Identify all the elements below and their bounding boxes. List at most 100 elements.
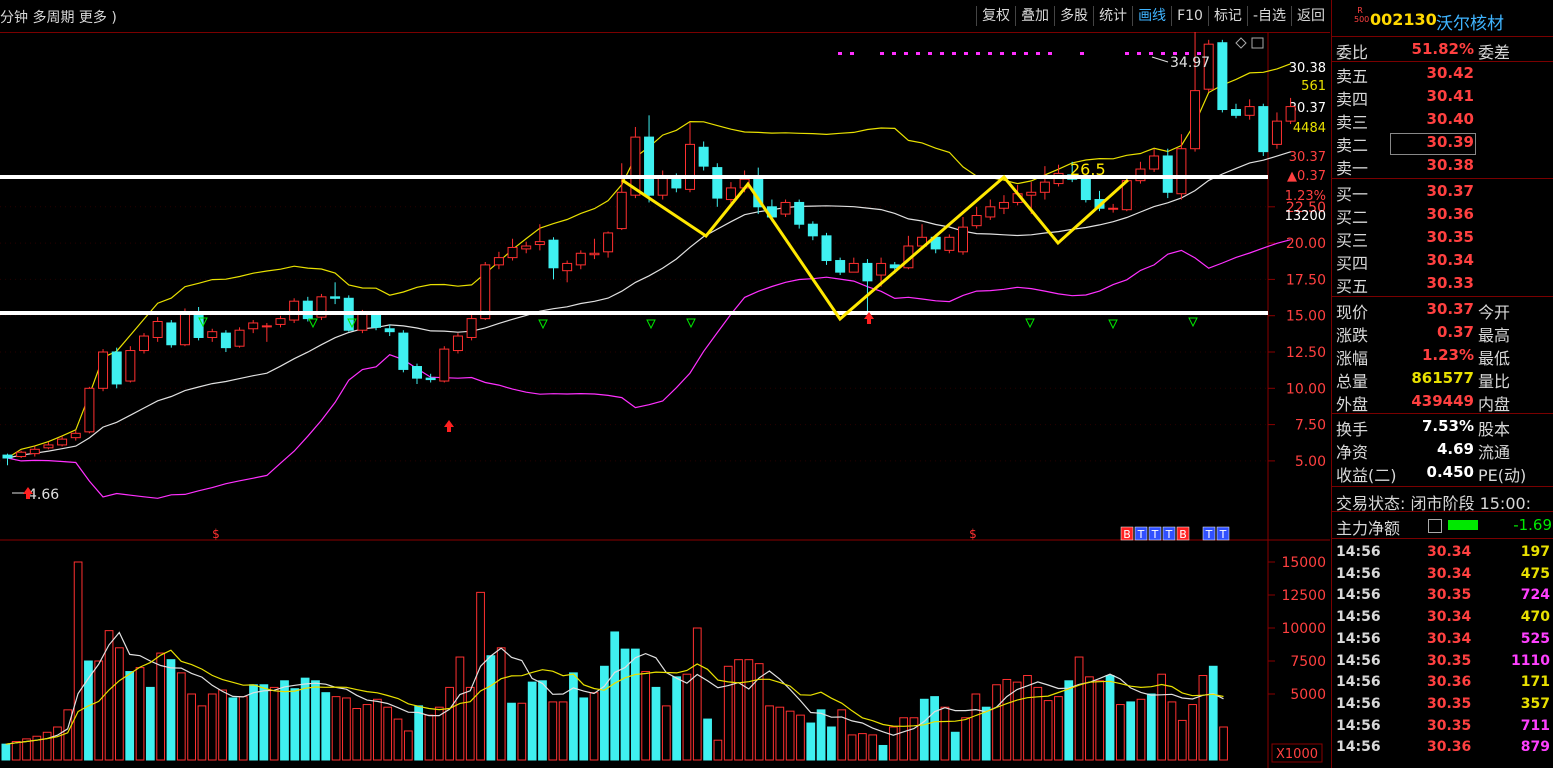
tick-row: 14:56 30.35 357: [1332, 694, 1553, 715]
volume-bar: [455, 656, 465, 761]
volume-bar: [383, 706, 393, 761]
volume-bar: [352, 708, 362, 761]
tick-volume: 357: [1520, 695, 1550, 712]
volume-bar: [1002, 678, 1012, 761]
toolbar-button-7[interactable]: -自选: [1246, 6, 1291, 26]
volume-bar: [1167, 701, 1177, 761]
volume-unit-label: X1000: [1276, 747, 1318, 762]
stat-value: 861577: [1411, 369, 1474, 387]
candle: [589, 252, 600, 256]
signal-dot: [1012, 52, 1016, 55]
tick-volume: 475: [1520, 565, 1550, 582]
stock-code: 002130: [1370, 10, 1437, 29]
volume-bar: [218, 689, 227, 761]
volume-bar: [1105, 675, 1115, 761]
candle: [616, 191, 627, 230]
stat-label: 换手: [1336, 420, 1369, 439]
volume-bar: [754, 663, 764, 761]
toolbar-button-2[interactable]: 多股: [1054, 6, 1093, 26]
toolbar-button-4[interactable]: 画线: [1132, 6, 1171, 26]
volume-bar: [775, 706, 785, 761]
candle: [2, 454, 13, 459]
stock-name[interactable]: 沃尔核材: [1436, 14, 1504, 34]
stat-right-label: 今开: [1478, 303, 1511, 322]
signal-dot: [1080, 52, 1084, 55]
volume-axis-label: 10000: [1281, 621, 1326, 637]
signal-dot: [850, 52, 854, 55]
toolbar-button-5[interactable]: F10: [1171, 6, 1208, 26]
kline-chart[interactable]: 22.50 20.00 17.50 15.00 12.50 10.00 7.50 5.00 30…: [0, 32, 1330, 768]
volume-bar: [1219, 726, 1228, 761]
stat-right-label: 最高: [1478, 326, 1511, 345]
high-label: 34.97: [1170, 55, 1210, 71]
tick-row: 14:56 30.36 171: [1332, 672, 1553, 693]
tick-price: 30.35: [1427, 652, 1472, 669]
candle: [685, 143, 695, 190]
volume-bar: [496, 647, 506, 761]
candle: [958, 226, 968, 253]
stat-row: 收益(二) 0.450 PE(动): [1332, 461, 1553, 485]
bt-marker-label: T: [1165, 528, 1173, 541]
volume-bar: [672, 676, 681, 761]
toolbar-button-6[interactable]: 标记: [1207, 6, 1247, 26]
tick-volume: 879: [1520, 739, 1550, 756]
volume-bar: [734, 659, 743, 761]
stat-label: 涨跌: [1336, 326, 1369, 345]
volume-bar: [11, 741, 21, 761]
bid-label: 买四: [1336, 254, 1369, 273]
signal-dot: [1048, 52, 1052, 55]
volume-bar: [630, 648, 640, 761]
signal-dot: [1036, 52, 1040, 55]
volume-bar: [1, 743, 11, 761]
weibi-label: 委比: [1336, 43, 1369, 62]
volume-bar: [992, 684, 1001, 761]
bt-marker-box: [1216, 526, 1230, 541]
volume-bar: [1177, 719, 1187, 761]
volume-axis-label: 7500: [1290, 654, 1326, 670]
candle: [493, 257, 504, 266]
period-menu[interactable]: 分钟 多周期 更多 ): [0, 10, 117, 26]
quote-axis-label: 561: [1301, 79, 1326, 94]
ask-label: 卖二: [1336, 136, 1369, 155]
candle: [139, 335, 149, 352]
weibi-value: 51.82%: [1411, 40, 1474, 58]
signal-dot: [1137, 52, 1141, 55]
bt-marker-label: T: [1205, 528, 1213, 541]
diamond-icon: [1235, 37, 1247, 49]
volume-bar: [919, 698, 929, 761]
toolbar-button-1[interactable]: 叠加: [1015, 6, 1054, 26]
candle: [70, 432, 81, 439]
quote-axis-label: 30.37: [1289, 150, 1326, 165]
signal-dot: [1185, 52, 1189, 55]
quote-axis-label: 1.23%: [1285, 189, 1326, 204]
volume-bar: [971, 693, 981, 761]
stat-value: 0.450: [1426, 463, 1474, 481]
bid-price: 30.33: [1426, 274, 1474, 292]
toolbar-button-3[interactable]: 统计: [1093, 6, 1132, 26]
volume-bar: [744, 659, 754, 761]
volume-bar: [651, 686, 661, 761]
toolbar-button-8[interactable]: 返回: [1291, 6, 1330, 26]
bid-price: 30.37: [1426, 182, 1474, 200]
candle: [193, 312, 204, 338]
divider: [1332, 61, 1553, 62]
tick-row: 14:56 30.34 197: [1332, 542, 1553, 563]
volume-bar: [1188, 704, 1197, 761]
quote-axis-label: 4484: [1293, 121, 1326, 136]
volume-bar: [342, 697, 351, 761]
signal-dot: [928, 52, 932, 55]
signal-dot: [964, 52, 968, 55]
price-axis-label: 7.50: [1295, 418, 1326, 434]
volume-bar: [682, 673, 692, 761]
ask-label: 卖五: [1336, 67, 1369, 86]
volume-bar: [84, 660, 93, 761]
volume-bar: [827, 726, 836, 761]
sell-signal-icon: [646, 319, 656, 330]
candle: [166, 322, 177, 346]
w-pattern-line: [621, 174, 1130, 322]
volume-bar: [73, 561, 83, 761]
toolbar-button-0[interactable]: 复权: [976, 6, 1015, 26]
bt-marker-label: T: [1151, 528, 1159, 541]
bt-marker-label: B: [1179, 528, 1187, 541]
candle: [1203, 43, 1214, 90]
